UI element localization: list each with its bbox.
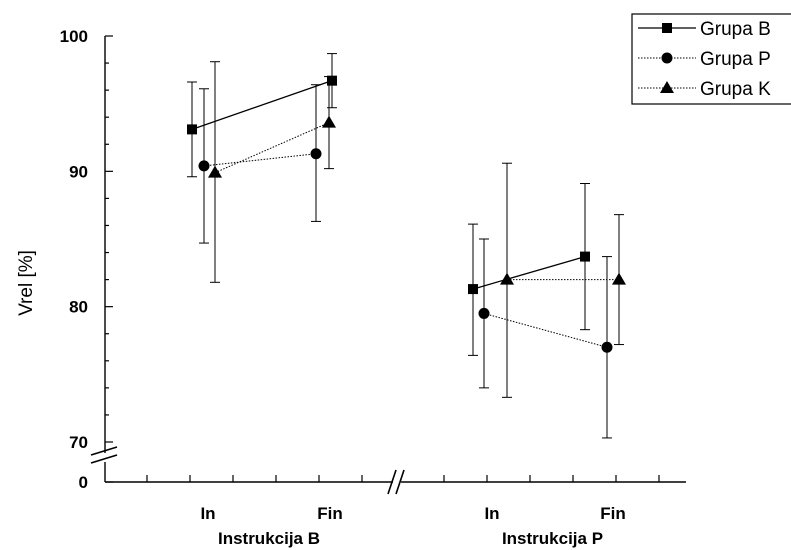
series-grupa-p	[198, 84, 613, 439]
data-point-square	[580, 251, 590, 262]
legend-box	[631, 13, 791, 105]
y-tick-label: 70	[69, 433, 88, 452]
data-point-triangle	[208, 165, 222, 178]
x-group-label: Instrukcija P	[502, 529, 603, 548]
y-axis-title: Vrel [%]	[16, 250, 37, 316]
series-line	[472, 255, 586, 290]
x-category-label: Fin	[600, 504, 626, 523]
data-point-circle	[310, 148, 322, 160]
y-tick-label: 100	[60, 27, 88, 46]
y-ticks: 0 70 80 90 100	[60, 27, 113, 492]
data-point-triangle	[660, 81, 674, 93]
data-point-triangle	[612, 272, 626, 285]
data-point-triangle	[322, 115, 336, 128]
series-line	[214, 122, 330, 174]
y-tick-label: 0	[79, 473, 88, 492]
data-point-square	[468, 284, 478, 295]
data-point-circle	[478, 307, 490, 319]
x-axis-break-mark-2	[395, 469, 405, 495]
x-category-label: Fin	[317, 504, 343, 523]
data-point-square	[662, 23, 672, 33]
data-point-square	[327, 75, 337, 86]
x-axis-break-mark-1	[387, 469, 397, 495]
series-line	[203, 153, 317, 167]
series-grupa-k	[208, 61, 626, 398]
series-line	[483, 312, 608, 348]
data-point-circle	[601, 341, 613, 353]
series-grupa-b	[187, 53, 590, 356]
series-line	[191, 80, 333, 130]
y-axis-break-mark-2	[90, 454, 118, 464]
axes	[90, 36, 686, 495]
legend-label: Grupa B	[700, 19, 771, 40]
x-group-label: Instrukcija B	[218, 529, 320, 548]
data-point-triangle	[500, 272, 514, 285]
x-category-label: In	[484, 504, 499, 523]
y-tick-label: 80	[69, 298, 88, 317]
legend-label: Grupa P	[700, 49, 771, 70]
data-point-square	[187, 124, 197, 135]
legend-label: Grupa K	[700, 79, 771, 100]
legend: Grupa B Grupa P Grupa K	[631, 13, 791, 105]
x-category-label: In	[200, 504, 215, 523]
data-point-circle	[198, 160, 210, 172]
data-point-circle	[661, 52, 673, 64]
y-tick-label: 90	[69, 162, 88, 181]
y-axis-break-mark-1	[90, 446, 118, 456]
series-layer	[187, 53, 626, 439]
